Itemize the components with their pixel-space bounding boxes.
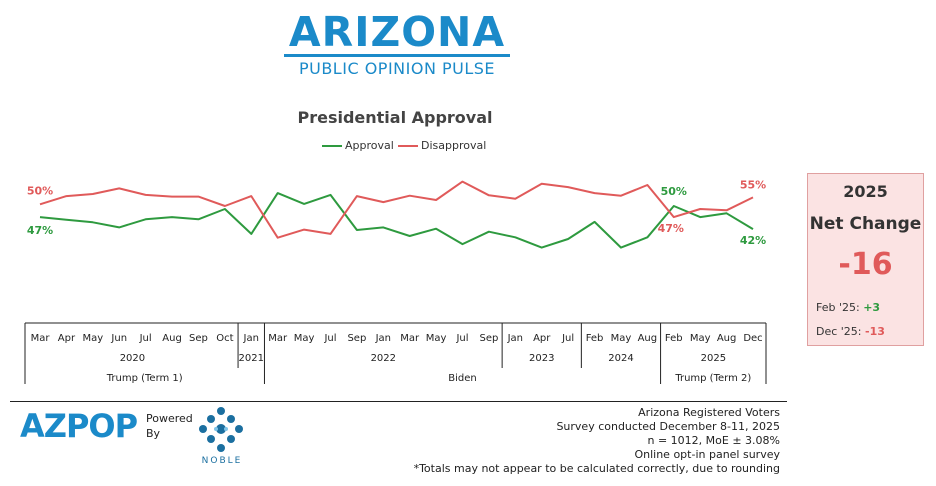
x-year-label: 2024 bbox=[608, 353, 633, 364]
brand-rule bbox=[284, 54, 510, 57]
legend-disapproval: Disapproval bbox=[398, 139, 486, 152]
net-change-value: -16 bbox=[838, 247, 893, 282]
x-term-label: Trump (Term 1) bbox=[106, 373, 183, 384]
footer-note-5: *Totals may not appear to be calculated … bbox=[413, 462, 780, 475]
x-tick-label: May bbox=[294, 333, 315, 344]
data-label: 55% bbox=[740, 178, 766, 191]
x-tick-label: Mar bbox=[268, 333, 288, 344]
x-year-label: 2025 bbox=[701, 353, 726, 364]
net-change-year: 2025 bbox=[843, 182, 888, 201]
x-tick-label: Sep bbox=[347, 333, 366, 344]
legend-disapproval-swatch bbox=[398, 144, 418, 147]
footer-rule bbox=[10, 401, 787, 402]
footer-note-1: Arizona Registered Voters bbox=[638, 406, 780, 419]
x-tick-label: Oct bbox=[216, 333, 233, 344]
data-label: 50% bbox=[661, 185, 687, 198]
chart-plot: 50% 47% 50% 47% 55% 42% Mar Apr May Jun Jul Aug Sep O… bbox=[24, 178, 767, 384]
disapproval-line bbox=[39, 180, 754, 239]
x-tick-label: Feb bbox=[586, 333, 604, 344]
data-label: 50% bbox=[27, 184, 53, 197]
data-label: 47% bbox=[27, 224, 53, 237]
legend-approval: Approval bbox=[322, 139, 394, 152]
approval-line bbox=[39, 192, 754, 249]
x-tick-label: Feb bbox=[665, 333, 683, 344]
net-change-label: Net Change bbox=[809, 214, 922, 234]
azpop-logo: AZPOP bbox=[20, 407, 138, 445]
x-tick-label: Jul bbox=[561, 333, 574, 344]
brand-title: ARIZONA bbox=[288, 8, 506, 56]
x-tick-label: Jul bbox=[455, 333, 468, 344]
x-year-label: 2021 bbox=[239, 353, 264, 364]
x-tick-label: Mar bbox=[400, 333, 420, 344]
net-change-box: 2025 Net Change -16 Feb '25: +3 Dec '25:… bbox=[807, 173, 924, 346]
x-tick-label: May bbox=[82, 333, 103, 344]
x-year-label: 2023 bbox=[529, 353, 554, 364]
x-tick-label: May bbox=[426, 333, 447, 344]
x-tick-label: May bbox=[690, 333, 711, 344]
net-change-feb: Feb '25: +3 bbox=[816, 301, 880, 314]
brand-subtitle: PUBLIC OPINION PULSE bbox=[298, 59, 496, 78]
net-change-feb-value: +3 bbox=[863, 301, 881, 314]
x-tick-label: Jul bbox=[139, 333, 152, 344]
net-change-dec: Dec '25: -13 bbox=[816, 325, 885, 338]
x-year-label: 2022 bbox=[371, 353, 396, 364]
net-change-dec-value: -13 bbox=[865, 325, 885, 338]
x-term-label: Biden bbox=[448, 373, 476, 384]
legend-approval-swatch bbox=[322, 144, 342, 147]
x-tick-label: Jan bbox=[243, 333, 259, 344]
data-label: 42% bbox=[740, 234, 766, 247]
powered-by-text: Powered By bbox=[146, 412, 193, 440]
x-tick-label: Dec bbox=[743, 333, 762, 344]
x-tick-label: Mar bbox=[31, 333, 51, 344]
data-label: 47% bbox=[658, 222, 684, 235]
x-tick-label: May bbox=[611, 333, 632, 344]
x-year-label: 2020 bbox=[120, 353, 145, 364]
net-change-dec-label: Dec '25: bbox=[816, 325, 862, 338]
legend-disapproval-label: Disapproval bbox=[421, 139, 487, 152]
noble-wordmark: NOBLE bbox=[201, 456, 243, 466]
footer-note-4: Online opt-in panel survey bbox=[634, 448, 780, 461]
chart-title: Presidential Approval bbox=[297, 108, 493, 127]
noble-logo-icon bbox=[199, 407, 243, 452]
x-tick-label: Jun bbox=[110, 333, 127, 344]
x-tick-label: Jan bbox=[507, 333, 523, 344]
x-tick-label: Aug bbox=[638, 333, 658, 344]
x-tick-label: Apr bbox=[58, 333, 76, 344]
x-tick-label: Jan bbox=[375, 333, 391, 344]
footer-note-3: n = 1012, MoE ± 3.08% bbox=[647, 434, 781, 447]
x-tick-label: Aug bbox=[162, 333, 182, 344]
x-tick-label: Apr bbox=[533, 333, 551, 344]
x-term-label: Trump (Term 2) bbox=[674, 373, 751, 384]
legend-approval-label: Approval bbox=[345, 139, 394, 152]
x-tick-label: Sep bbox=[189, 333, 208, 344]
footer-note-2: Survey conducted December 8-11, 2025 bbox=[556, 420, 780, 433]
x-tick-label: Jul bbox=[323, 333, 336, 344]
x-tick-label: Aug bbox=[717, 333, 737, 344]
x-tick-label: Sep bbox=[479, 333, 498, 344]
net-change-feb-label: Feb '25: bbox=[816, 301, 860, 314]
